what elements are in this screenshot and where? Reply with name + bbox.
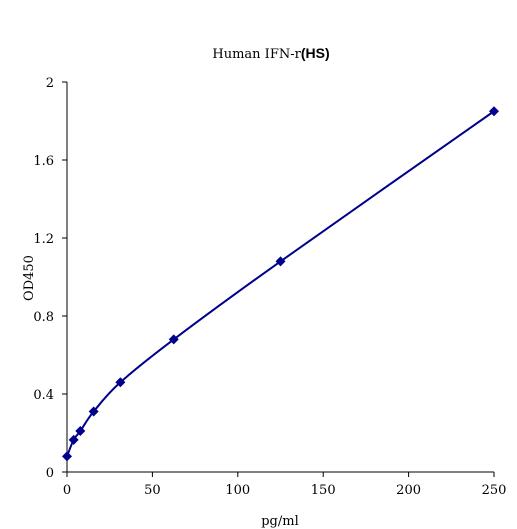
ticks: 0 50 100 150 200 250 0 0.4 0.8 1.2 1.6 2 bbox=[33, 76, 506, 498]
x-tick-label: 250 bbox=[482, 483, 507, 498]
y-axis-label: OD450 bbox=[22, 255, 37, 301]
data-point bbox=[115, 377, 126, 388]
data-point bbox=[88, 406, 99, 417]
data-point bbox=[75, 426, 86, 437]
data-points bbox=[62, 106, 499, 462]
x-tick-label: 50 bbox=[144, 483, 161, 498]
y-tick-label: 0 bbox=[46, 466, 54, 481]
fit-curve bbox=[66, 110, 495, 457]
data-point bbox=[489, 106, 499, 117]
y-tick-label: 2 bbox=[46, 76, 54, 91]
axes bbox=[66, 82, 494, 473]
x-tick-label: 150 bbox=[311, 483, 336, 498]
y-tick-label: 0.8 bbox=[33, 310, 54, 325]
chart-title-suffix: (HS) bbox=[301, 45, 330, 61]
x-tick-label: 100 bbox=[225, 483, 250, 498]
data-point bbox=[68, 434, 79, 445]
x-tick-label: 0 bbox=[63, 483, 71, 498]
data-point bbox=[62, 451, 72, 462]
y-tick-label: 1.2 bbox=[33, 232, 54, 247]
data-point bbox=[168, 334, 179, 345]
chart-title: Human IFN-r(HS) bbox=[212, 45, 329, 62]
data-point bbox=[275, 256, 286, 267]
x-axis-label: pg/ml bbox=[261, 514, 299, 529]
y-tick-label: 1.6 bbox=[33, 154, 54, 169]
chart-title-text: Human IFN-r bbox=[212, 47, 301, 62]
x-tick-label: 200 bbox=[396, 483, 421, 498]
y-tick-label: 0.4 bbox=[33, 388, 54, 403]
